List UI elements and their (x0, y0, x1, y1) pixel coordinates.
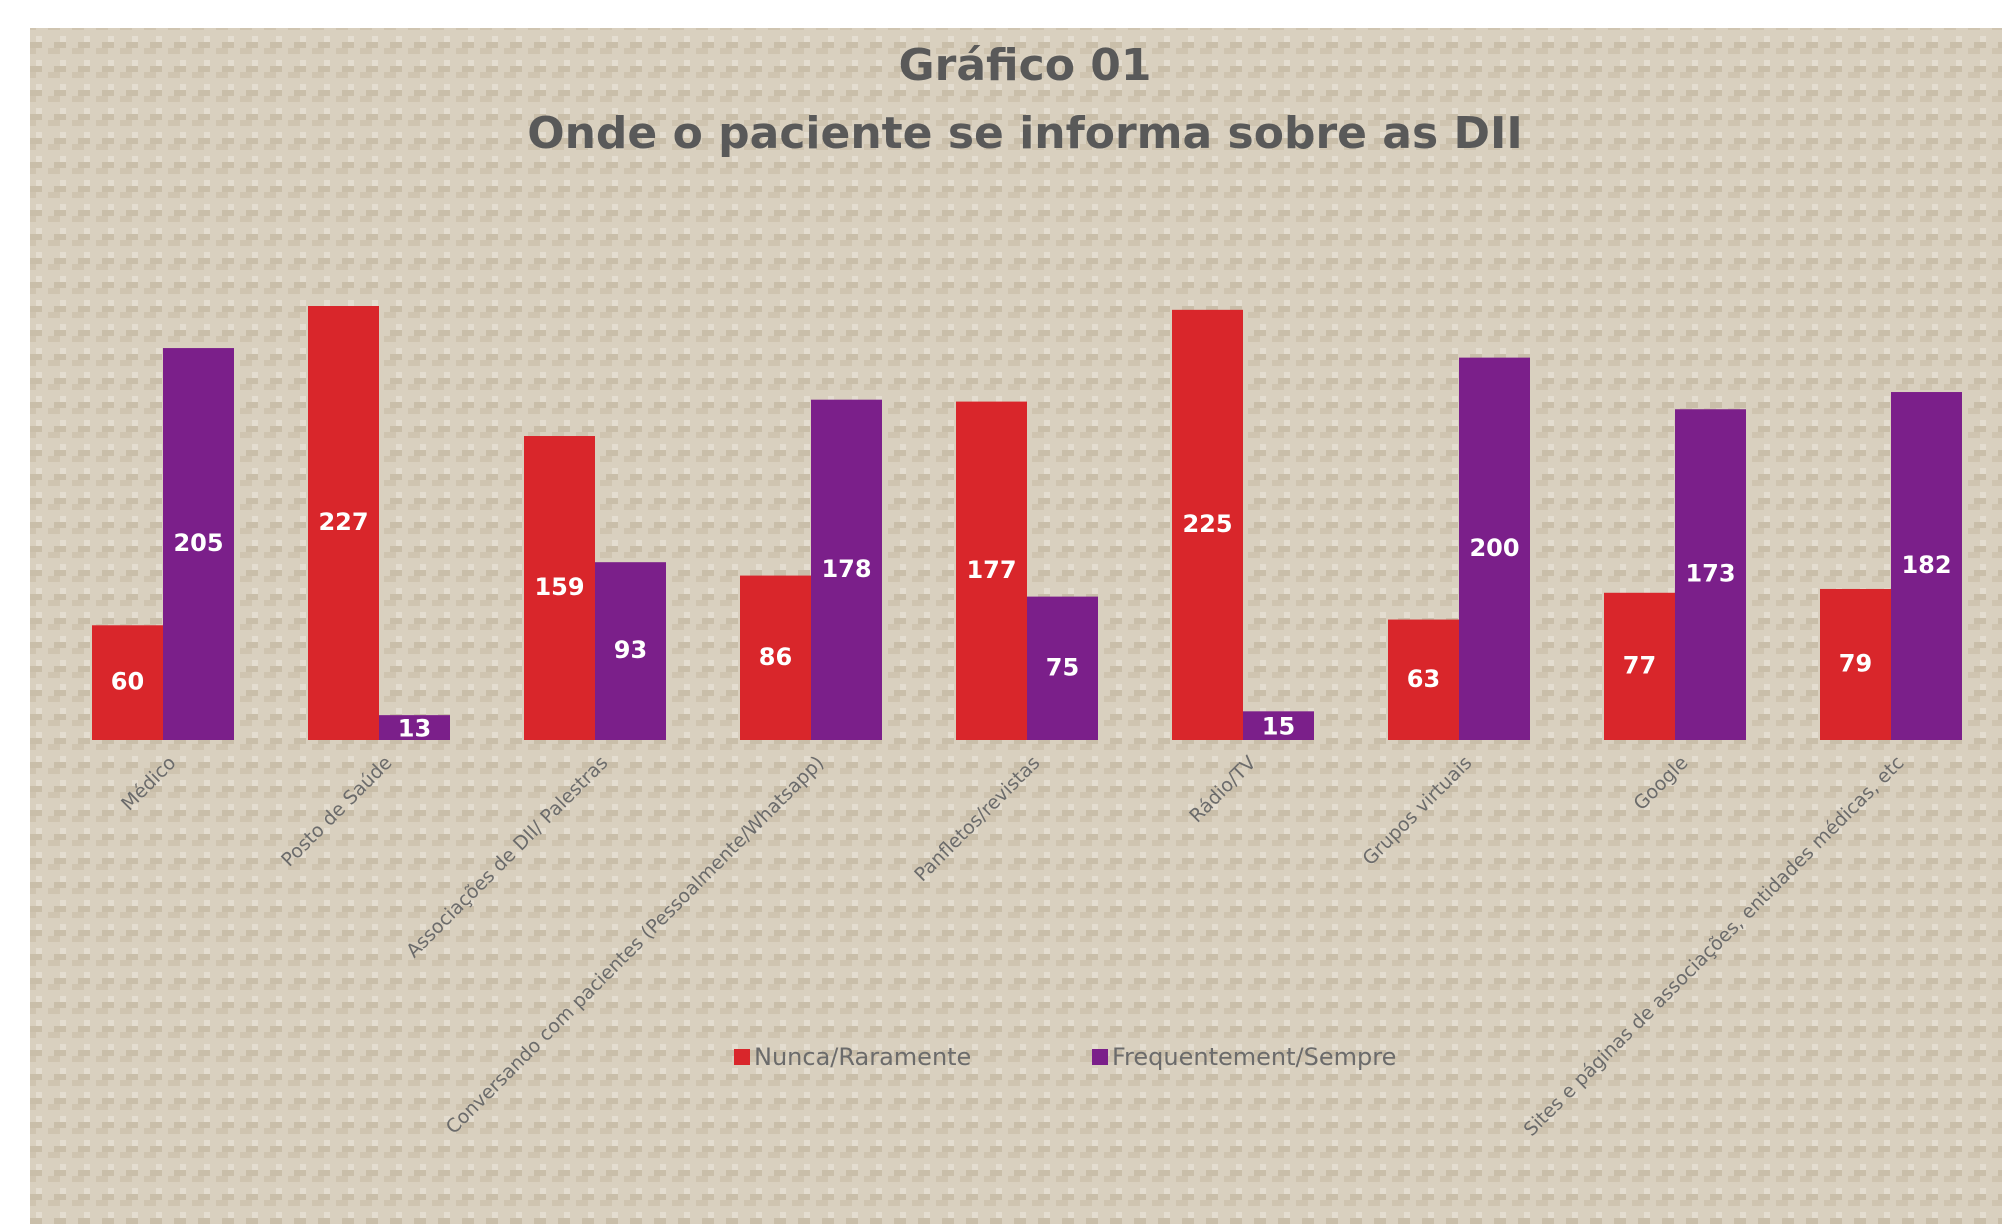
bar (811, 399, 882, 740)
value-label: 225 (1182, 510, 1232, 538)
value-label: 13 (398, 715, 431, 743)
value-label: 15 (1262, 713, 1295, 741)
bar (92, 625, 163, 740)
bar (163, 348, 234, 740)
legend-swatch (1092, 1049, 1108, 1065)
value-label: 159 (534, 573, 584, 601)
bar (1027, 596, 1098, 740)
value-label: 86 (759, 643, 792, 671)
value-label: 173 (1685, 560, 1735, 588)
legend-swatch (734, 1049, 750, 1065)
value-label: 63 (1407, 665, 1440, 693)
bar (1891, 392, 1962, 740)
bar (1388, 619, 1459, 740)
value-label: 60 (111, 668, 144, 696)
bar (740, 575, 811, 740)
legend-label: Nunca/Raramente (754, 1043, 971, 1071)
value-label: 93 (614, 636, 647, 664)
value-label: 79 (1839, 649, 1872, 677)
chart-title: Gráfico 01 (899, 40, 1152, 91)
value-label: 205 (173, 529, 223, 557)
bar (595, 562, 666, 740)
bar (1243, 711, 1314, 740)
bar (379, 715, 450, 740)
value-label: 77 (1623, 651, 1656, 679)
bar (956, 401, 1027, 740)
bar (524, 436, 595, 740)
bar (1172, 309, 1243, 740)
value-label: 177 (966, 556, 1016, 584)
bar (308, 306, 379, 740)
value-label: 200 (1469, 534, 1519, 562)
value-label: 178 (821, 555, 871, 583)
bar (1459, 357, 1530, 740)
value-label: 75 (1046, 653, 1079, 681)
bar (1675, 409, 1746, 740)
value-label: 227 (318, 508, 368, 536)
value-label: 182 (1901, 551, 1951, 579)
bar (1820, 588, 1891, 740)
bar (1604, 592, 1675, 740)
legend-label: Frequentement/Sempre (1112, 1043, 1396, 1071)
chart-subtitle: Onde o paciente se informa sobre as DII (527, 108, 1523, 159)
